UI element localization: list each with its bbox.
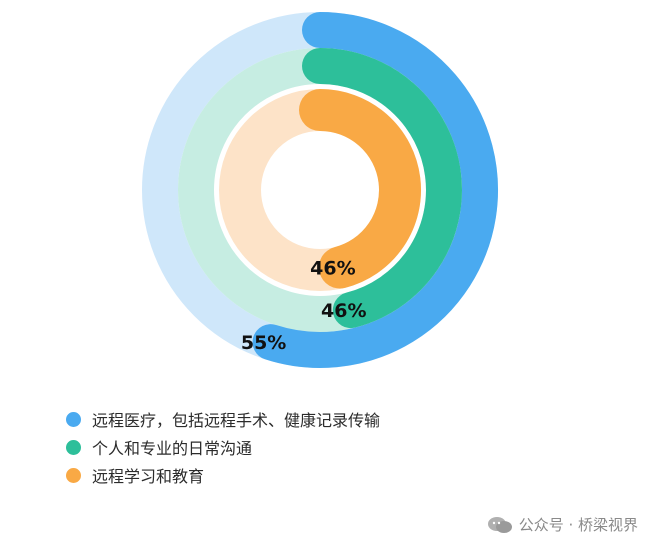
legend-dot-communication [66,439,81,455]
value-label-telemedicine: 55% [241,332,286,354]
wechat-icon [487,516,512,533]
bar-telemedicine[interactable] [252,12,498,368]
bar-education[interactable] [299,89,421,289]
legend-label-communication: 个人和专业的日常沟通 [92,439,253,458]
bar-communication[interactable] [302,48,462,329]
legend-dot-telemedicine [66,411,81,427]
legend-dot-education [66,467,81,483]
legend-item-communication[interactable]: 个人和专业的日常沟通 [66,433,380,461]
legend-label-telemedicine: 远程医疗，包括远程手术、健康记录传输 [92,411,381,430]
legend: 远程医疗，包括远程手术、健康记录传输 个人和专业的日常沟通 远程学习和教育 [66,405,380,489]
radial-bar-chart: 55% 46% 46% [142,12,498,368]
value-label-education: 46% [310,258,355,280]
watermark-text: 公众号 · 桥梁视界 [518,516,638,534]
value-label-communication: 46% [321,300,366,322]
legend-item-telemedicine[interactable]: 远程医疗，包括远程手术、健康记录传输 [66,405,380,433]
watermark: 公众号 · 桥梁视界 [487,514,638,535]
legend-label-education: 远程学习和教育 [92,467,205,486]
legend-item-education[interactable]: 远程学习和教育 [66,461,380,489]
